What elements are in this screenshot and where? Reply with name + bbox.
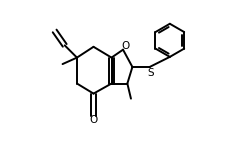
Text: O: O — [89, 115, 98, 125]
Text: O: O — [121, 41, 129, 51]
Text: S: S — [147, 68, 154, 78]
